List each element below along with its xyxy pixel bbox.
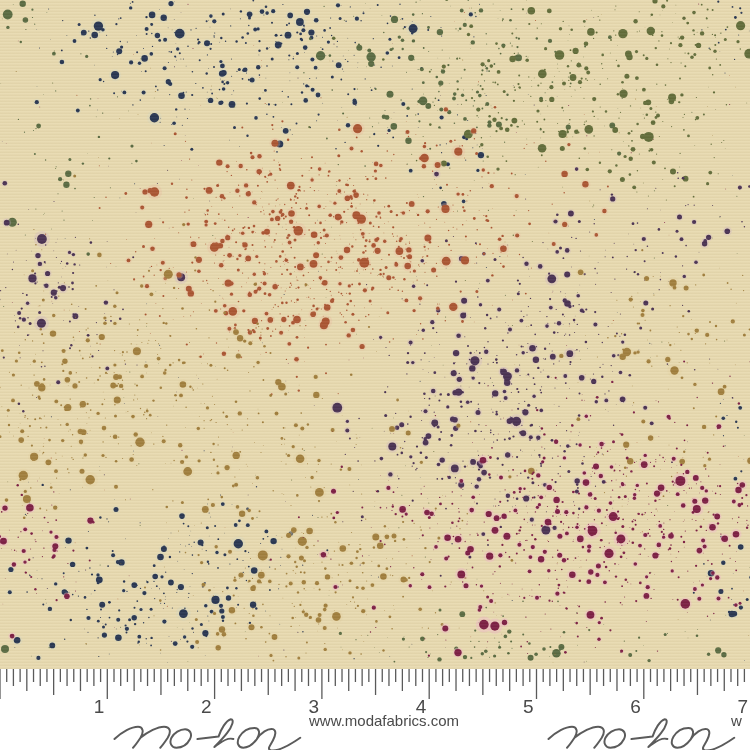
svg-text:www.modafabrics.com: www.modafabrics.com xyxy=(308,712,459,729)
svg-text:5: 5 xyxy=(523,696,534,717)
svg-text:1: 1 xyxy=(94,696,105,717)
svg-text:6: 6 xyxy=(630,696,641,717)
svg-text:w: w xyxy=(730,712,742,729)
svg-text:2: 2 xyxy=(201,696,212,717)
